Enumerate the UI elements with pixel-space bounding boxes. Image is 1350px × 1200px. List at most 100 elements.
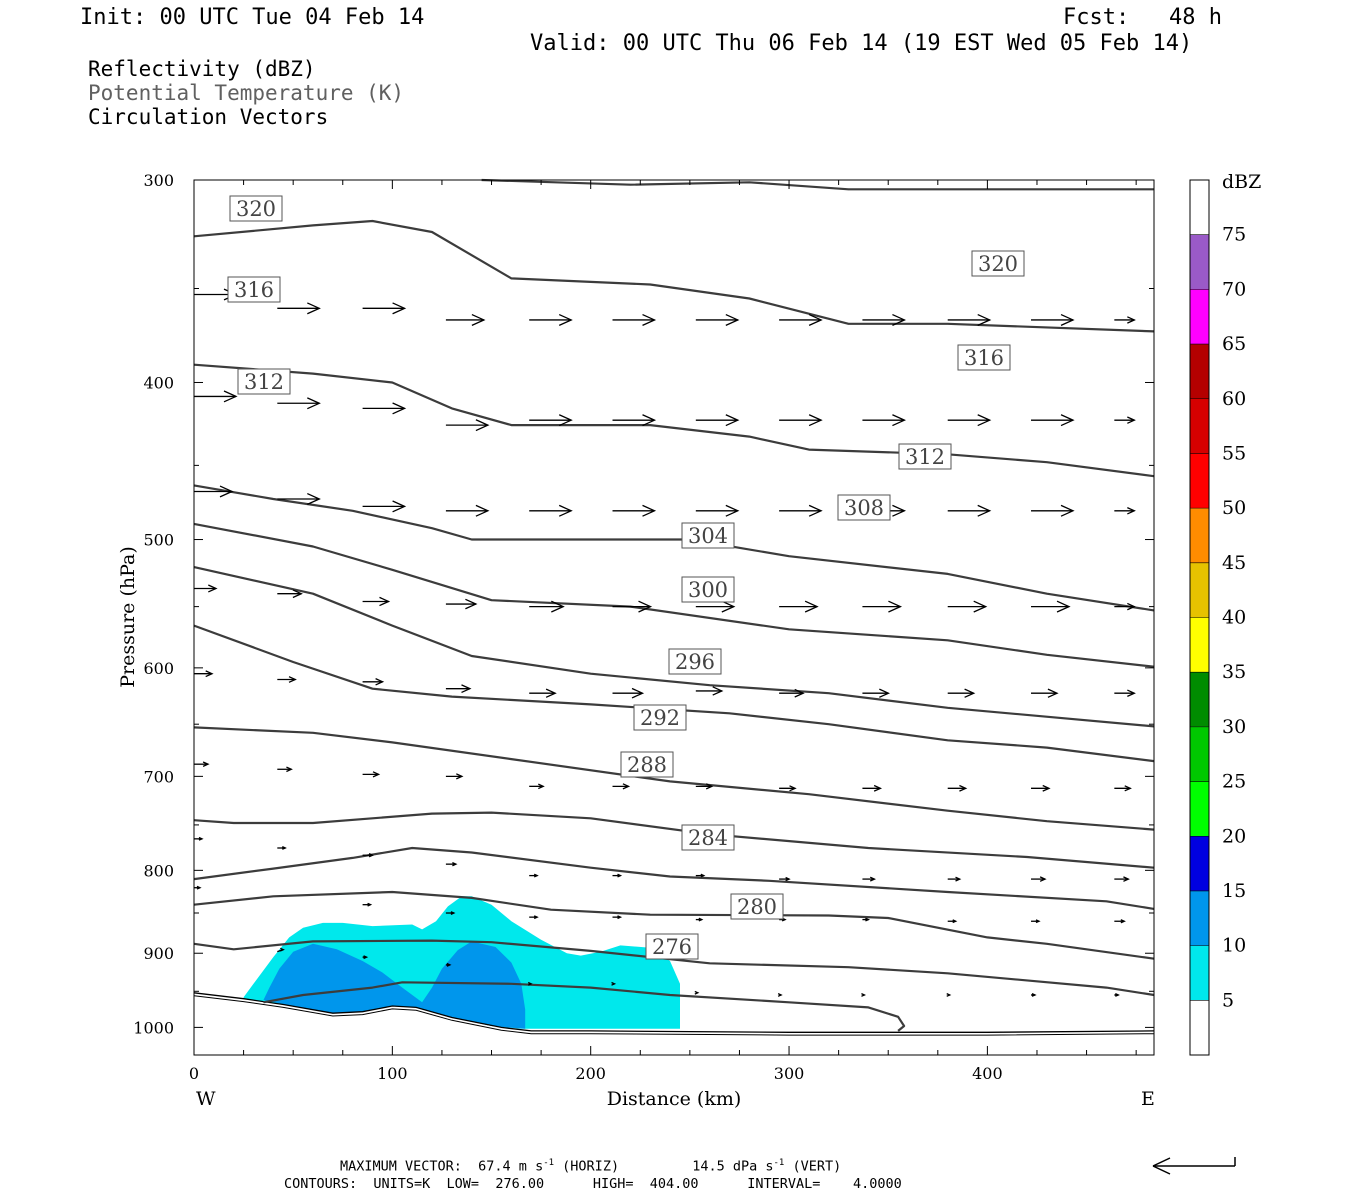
circulation-vector	[777, 993, 783, 997]
vector-head	[721, 600, 736, 613]
circulation-vector	[1031, 688, 1059, 698]
colorbar-label: 70	[1222, 278, 1246, 300]
colorbar-segment	[1190, 781, 1209, 837]
vector-head	[392, 302, 407, 315]
vector-head	[785, 876, 791, 882]
circulation-vector	[277, 492, 321, 505]
vector-head	[368, 853, 375, 858]
colorbar-label: 10	[1222, 935, 1246, 957]
theta-contour-296	[193, 726, 1155, 831]
colorbar-frame	[1189, 179, 1210, 1056]
vector-head	[959, 784, 968, 792]
theta-label-box	[668, 648, 722, 675]
colorbar-label: 15	[1222, 880, 1246, 902]
circulation-vector	[445, 773, 464, 780]
vector-head	[450, 911, 456, 915]
circulation-vector	[362, 302, 407, 315]
theta-label-text: 316	[234, 278, 274, 302]
circulation-vector	[779, 504, 823, 517]
vector-head	[977, 414, 992, 427]
x-tick-label: 100	[377, 1064, 408, 1083]
theta-label-280: 280	[730, 893, 784, 920]
vector-head	[642, 414, 657, 427]
circulation-vector	[1114, 876, 1130, 882]
max-vector-line: MAXIMUM VECTOR: 67.4 m s-1 (HORIZ) 14.5 …	[340, 1158, 841, 1175]
circulation-vector	[529, 600, 565, 613]
circulation-vector	[779, 313, 823, 326]
theta-label-text: 308	[844, 496, 884, 520]
theta-label-box	[730, 893, 784, 920]
theta-label-box	[957, 344, 1011, 371]
circulation-vector	[947, 600, 988, 613]
vector-head	[1060, 504, 1075, 517]
theta-contour-300	[193, 624, 1155, 763]
circulation-vector	[277, 589, 303, 599]
vector-head	[1120, 919, 1126, 924]
circulation-vector	[194, 761, 210, 767]
theta-contour-316	[193, 363, 1155, 478]
reflectivity-fill-layer	[243, 896, 680, 1029]
theta-contour-292	[193, 811, 1155, 869]
vector-head	[892, 504, 907, 517]
vector-head	[642, 504, 657, 517]
theta-label-text: 284	[688, 826, 728, 850]
colorbar-segment	[1190, 562, 1209, 618]
theta-contour-304	[193, 566, 1155, 728]
y-tick-label: 700	[143, 767, 174, 786]
circulation-vector	[362, 853, 375, 858]
vector-head	[1060, 313, 1075, 326]
circulation-vector	[947, 876, 962, 882]
theta-label-text: 292	[640, 706, 680, 730]
theta-label-text: 312	[905, 445, 945, 469]
terrain-line	[193, 992, 1155, 1033]
theta-label-box	[237, 368, 291, 395]
circulation-vector	[529, 313, 573, 326]
vector-head	[1127, 507, 1136, 515]
circulation-vector	[1114, 689, 1136, 697]
theta-label-text: 280	[737, 895, 777, 919]
colorbar-label: 40	[1222, 607, 1246, 629]
circulation-vector	[612, 687, 645, 699]
theta-label-box	[620, 751, 674, 778]
terrain-line-lower	[193, 995, 1155, 1036]
init-time: Init: 00 UTC Tue 04 Feb 14	[80, 5, 425, 30]
colorbar-segment	[1190, 726, 1209, 782]
theta-label-text: 312	[244, 370, 284, 394]
vector-head	[952, 919, 958, 924]
colorbar-label: 45	[1222, 552, 1246, 574]
vector-head	[642, 313, 657, 326]
theta-label-box	[681, 576, 735, 603]
vector-head	[794, 688, 805, 698]
x-tick-label: 300	[774, 1064, 805, 1083]
vector-head	[1056, 600, 1071, 613]
colorbar-label: 35	[1222, 661, 1246, 683]
circulation-vector	[277, 846, 287, 850]
theta-contour-312	[193, 484, 1155, 612]
x-tick-label: 0	[189, 1064, 199, 1083]
vector-head	[964, 688, 976, 698]
theta-label-304: 304	[681, 522, 735, 549]
vector-head	[955, 876, 962, 882]
vector-head	[694, 990, 700, 995]
y-tick-label: 300	[143, 171, 174, 190]
circulation-vector	[862, 414, 907, 427]
theta-label-text: 276	[652, 935, 692, 959]
vector-head	[879, 688, 891, 698]
vector-head	[789, 785, 797, 792]
vector-head	[973, 600, 988, 613]
circulation-vector	[527, 981, 533, 986]
vector-head	[446, 962, 452, 967]
vector-head	[1127, 689, 1136, 697]
vector-head	[475, 419, 490, 432]
circulation-vector	[862, 688, 891, 698]
vector-head	[372, 771, 381, 778]
circulation-vector	[612, 915, 623, 920]
vector-head	[558, 414, 573, 427]
theta-label-316: 316	[957, 344, 1011, 371]
vector-head	[307, 302, 321, 315]
colorbar-unit: dBZ	[1222, 171, 1261, 193]
theta-label-text: 316	[964, 346, 1004, 370]
circulation-vector	[862, 876, 877, 882]
theta-contour-284	[193, 890, 1155, 960]
circulation-vector	[946, 993, 952, 997]
